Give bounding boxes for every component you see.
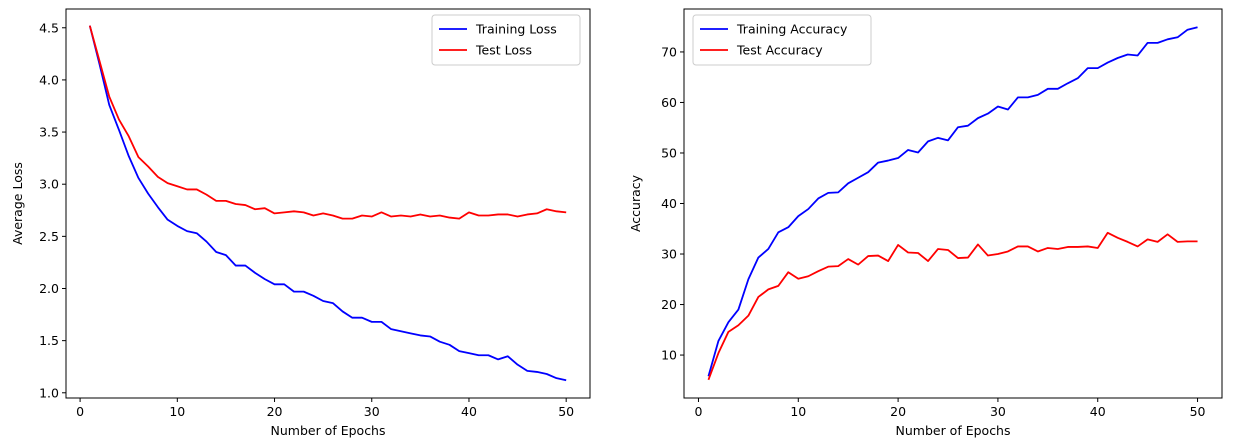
chart-1-x-axis-label: Number of Epochs (896, 423, 1011, 438)
chart-0-x-tick-label: 40 (461, 404, 477, 419)
chart-0-series-line-1 (88, 25, 567, 220)
chart-1-y-tick-label: 20 (661, 297, 677, 312)
chart-1-x-tick-label: 10 (790, 404, 806, 419)
chart-0-x-tick-label: 50 (558, 404, 574, 419)
chart-0-y-axis-label: Average Loss (10, 162, 25, 245)
accuracy-chart: 0 10 20 30 40 50 10 20 30 40 50 60 70 Number of Epoch… (628, 8, 1223, 438)
chart-0-y-tick-label: 1.5 (39, 333, 59, 348)
chart-0-y-tick-label: 3.5 (39, 125, 59, 140)
chart-1-series-line-1 (707, 231, 1198, 381)
chart-0-y-tick-label: 4.5 (39, 20, 59, 35)
chart-1-y-axis-label: Accuracy (628, 174, 643, 232)
chart-1-legend: Training Accuracy Test Accuracy (692, 14, 872, 66)
chart-0-y-tick-label: 2.5 (39, 229, 59, 244)
chart-1-x-tick-label: 30 (990, 404, 1006, 419)
chart-1-y-tick-label: 30 (661, 247, 677, 262)
chart-0-legend-label-1: Test Loss (475, 43, 532, 58)
chart-0-axes-frame (65, 8, 591, 399)
chart-0-legend: Training Loss Test Loss (431, 14, 581, 66)
chart-1-y-tick-label: 70 (661, 44, 677, 59)
chart-0-legend-label-0: Training Loss (475, 22, 557, 37)
chart-1-y-tick-label: 50 (661, 145, 677, 160)
chart-0-legend-box (431, 14, 581, 66)
loss-chart: 0 10 20 30 40 50 1.0 1.5 2.0 2.5 3.0 3.5 4.0 4.5 Numbe… (10, 8, 591, 438)
chart-1-x-tick-label: 40 (1090, 404, 1106, 419)
chart-1-y-tick-label: 60 (661, 95, 677, 110)
chart-0-series-line-0 (88, 25, 567, 382)
chart-1-x-tick-label: 20 (890, 404, 906, 419)
chart-0-x-tick-label: 10 (169, 404, 185, 419)
chart-1-x-tick-label: 0 (694, 404, 702, 419)
chart-1-axes-frame (683, 8, 1223, 399)
chart-1-legend-label-1: Test Accuracy (736, 43, 823, 58)
chart-0-x-tick-label: 30 (364, 404, 380, 419)
chart-0-x-tick-label: 20 (267, 404, 283, 419)
chart-1-x-tick-label: 50 (1190, 404, 1206, 419)
chart-0-x-axis-label: Number of Epochs (271, 423, 386, 438)
chart-0-x-tick-label: 0 (76, 404, 84, 419)
chart-1-y-tick-label: 40 (661, 196, 677, 211)
chart-0-y-tick-label: 3.0 (39, 177, 59, 192)
chart-1-y-tick-label: 10 (661, 348, 677, 363)
chart-1-legend-label-0: Training Accuracy (736, 22, 848, 37)
chart-0-y-tick-label: 1.0 (39, 385, 59, 400)
chart-0-y-tick-label: 2.0 (39, 281, 59, 296)
chart-0-y-tick-label: 4.0 (39, 72, 59, 87)
chart-1-legend-box (692, 14, 872, 66)
chart-1-series-line-0 (707, 26, 1198, 377)
